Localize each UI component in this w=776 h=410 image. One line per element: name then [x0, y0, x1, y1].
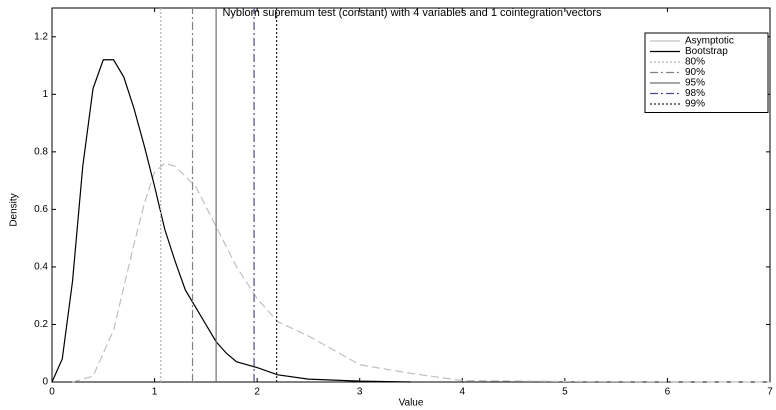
legend-label: 80% [685, 57, 705, 68]
x-axis-label: Value [399, 398, 424, 409]
legend-label: 90% [685, 67, 705, 78]
density-line [72, 162, 771, 383]
x-tick-label: 7 [767, 387, 773, 398]
x-tick-label: 2 [254, 387, 260, 398]
x-tick-label: 6 [665, 387, 671, 398]
x-tick-label: 4 [460, 387, 466, 398]
legend-label: Asymptotic [685, 36, 734, 47]
legend-label: 98% [685, 88, 705, 99]
y-tick-label: 1 [42, 89, 48, 100]
legend-label: 95% [685, 78, 705, 89]
x-tick-label: 1 [152, 387, 158, 398]
y-axis-label: Density [9, 193, 20, 226]
y-tick-label: 1.2 [34, 31, 48, 42]
y-tick-label: 0.4 [34, 262, 48, 273]
legend-label: Bootstrap [685, 46, 728, 57]
legend-box [644, 32, 769, 113]
y-tick-label: 0 [42, 377, 48, 388]
y-tick-label: 0.8 [34, 146, 48, 157]
density-line [51, 59, 412, 383]
y-tick-label: 0.2 [34, 319, 48, 330]
x-tick-label: 3 [357, 387, 363, 398]
x-tick-label: 0 [49, 387, 55, 398]
y-tick-label: 0.6 [34, 204, 48, 215]
chart-title: Nyblom supremum test (constant) with 4 v… [222, 7, 602, 19]
x-tick-label: 5 [562, 387, 568, 398]
legend-label: 99% [685, 99, 705, 110]
